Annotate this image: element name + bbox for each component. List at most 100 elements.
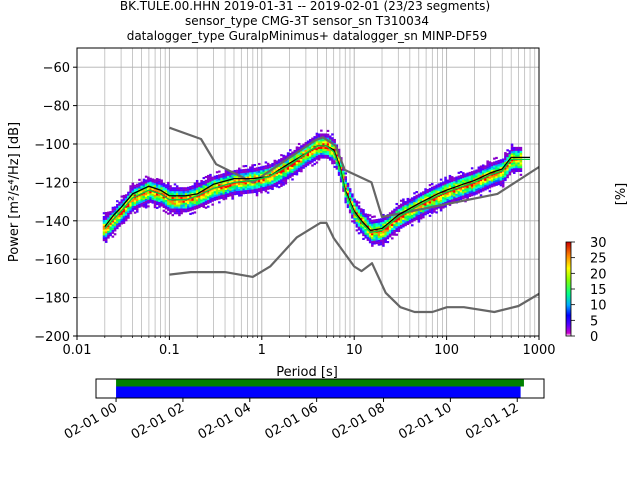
heatmap-cell [195, 181, 199, 184]
heatmap-cell [269, 168, 272, 171]
heatmap-cell [426, 200, 430, 203]
heatmap-cell [404, 222, 407, 225]
heatmap-cell [282, 164, 285, 167]
heatmap-cell [317, 146, 321, 149]
heatmap-cell [328, 137, 332, 140]
heatmap-cell [391, 225, 394, 228]
heatmap-cell [251, 164, 254, 167]
heatmap-cell [499, 163, 503, 166]
heatmap-cell [344, 176, 347, 179]
heatmap-cell [424, 188, 427, 191]
heatmap-cell [198, 200, 201, 203]
heatmap-cell [388, 227, 392, 230]
heatmap-cell [406, 203, 410, 206]
heatmap-cell [162, 205, 166, 209]
heatmap-cell [104, 231, 108, 234]
heatmap-cell [450, 191, 454, 194]
heatmap-cell [302, 145, 305, 148]
heatmap-cell [291, 178, 294, 181]
heatmap-cell [346, 205, 350, 209]
heatmap-cell [393, 229, 396, 232]
heatmap-cell [415, 214, 418, 217]
heatmap-cell [204, 175, 208, 179]
heatmap-cell [113, 227, 117, 230]
heatmap-cell [226, 189, 230, 192]
heatmap-cell [439, 205, 443, 208]
heatmap-cell [286, 175, 290, 178]
heatmap-cell [464, 179, 467, 182]
heatmap-cell [191, 198, 194, 201]
heatmap-cell [384, 233, 387, 236]
heatmap-cell [297, 164, 301, 167]
heatmap-cell [138, 192, 141, 195]
heatmap-cell [348, 192, 352, 195]
heatmap-cell [359, 231, 363, 234]
x-tick-label: 1 [258, 343, 266, 358]
heatmap-cell [406, 199, 410, 202]
heatmap-cell [504, 177, 507, 180]
heatmap-cell [457, 192, 461, 196]
heatmap-cell [213, 185, 217, 188]
heatmap-cell [359, 210, 363, 213]
heatmap-cell [317, 148, 321, 151]
heatmap-cell [257, 182, 261, 185]
heatmap-cell [158, 197, 161, 201]
heatmap-cell [346, 184, 350, 187]
heatmap-cell [422, 195, 425, 198]
heatmap-cell [320, 150, 323, 153]
heatmap-cell [435, 186, 438, 189]
heatmap-cell [264, 165, 268, 168]
heatmap-cell [171, 187, 175, 190]
heatmap-cell [286, 171, 290, 174]
heatmap-cell [198, 205, 201, 209]
x-tick-label: 100 [434, 343, 459, 358]
heatmap-cell [424, 197, 427, 200]
heatmap-cell [479, 194, 483, 197]
heatmap-cell [160, 202, 163, 205]
heatmap-cell [129, 204, 132, 207]
heatmap-cell [357, 222, 361, 225]
heatmap-cell [104, 215, 108, 218]
heatmap-cell [346, 182, 350, 186]
heatmap-cell [260, 187, 263, 190]
heatmap-cell [211, 197, 214, 200]
heatmap-cell [226, 187, 230, 190]
heatmap-cell [144, 185, 148, 188]
heatmap-cell [351, 220, 354, 223]
heatmap-cell [235, 190, 239, 193]
heatmap-cell [155, 193, 159, 196]
heatmap-cell [284, 155, 288, 158]
heatmap-cell [413, 219, 416, 222]
heatmap-cell [120, 220, 124, 223]
heatmap-cell [322, 139, 325, 142]
heatmap-cell [297, 158, 301, 161]
heatmap-cell [455, 195, 458, 198]
heatmap-cell [240, 171, 243, 174]
heatmap-cell [116, 225, 119, 228]
heatmap-cell [282, 175, 285, 179]
heatmap-cell [257, 166, 261, 169]
heatmap-cell [209, 183, 212, 186]
heatmap-cell [488, 184, 492, 187]
heatmap-cell [155, 197, 159, 200]
heatmap-cell [308, 146, 312, 149]
heatmap-cell [193, 190, 197, 193]
heatmap-cell [308, 160, 312, 163]
heatmap-cell [202, 205, 206, 208]
heatmap-cell [353, 206, 356, 209]
heatmap-cell [484, 184, 487, 187]
heatmap-cell [282, 168, 285, 171]
heatmap-cell [337, 169, 341, 173]
heatmap-cell [386, 233, 390, 236]
heatmap-cell [162, 182, 166, 185]
heatmap-cell [408, 204, 412, 207]
heatmap-cell [215, 180, 219, 183]
heatmap-cell [171, 210, 175, 213]
timeline-ticks: 02-01 00 02-01 02 02-01 04 02-01 06 02-01 08… [62, 398, 521, 443]
heatmap-cell [477, 181, 481, 185]
heatmap-cell [249, 172, 252, 175]
heatmap-cell [118, 218, 121, 222]
heatmap-cell [519, 148, 523, 151]
heatmap-cell [169, 204, 172, 207]
heatmap-cell [508, 152, 512, 155]
